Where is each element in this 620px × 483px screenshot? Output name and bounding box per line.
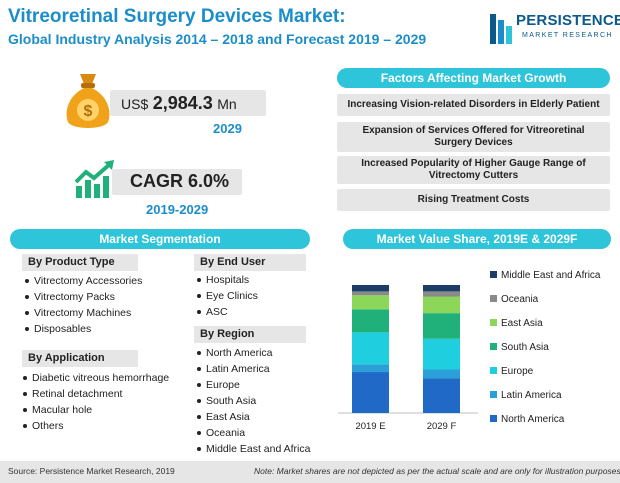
footer-source: Source: Persistence Market Research, 201… bbox=[8, 466, 175, 476]
list-item: Vitrectomy Packs bbox=[24, 289, 142, 305]
product-type-list: Vitrectomy Accessories Vitrectomy Packs … bbox=[24, 273, 142, 337]
market-size-number: 2,984.3 bbox=[152, 93, 213, 113]
bar-segment bbox=[352, 372, 389, 413]
bar-segment bbox=[352, 309, 389, 333]
legend-swatch bbox=[490, 271, 497, 278]
list-item: East Asia bbox=[196, 409, 310, 425]
footer-bar bbox=[0, 461, 620, 483]
list-item: Middle East and Africa bbox=[196, 441, 310, 457]
list-item: South Asia bbox=[196, 393, 310, 409]
svg-text:$: $ bbox=[84, 103, 93, 120]
x-tick-label: 2019 E bbox=[355, 421, 385, 432]
market-size-year: 2029 bbox=[213, 121, 242, 136]
cagr-value: CAGR 6.0% bbox=[130, 171, 230, 191]
bar-segment bbox=[352, 332, 389, 365]
legend-swatch bbox=[490, 343, 497, 350]
list-item: Vitrectomy Machines bbox=[24, 305, 142, 321]
legend-label: East Asia bbox=[501, 318, 543, 329]
legend-label: North America bbox=[501, 414, 565, 425]
list-item: Others bbox=[22, 418, 169, 434]
bar-segment bbox=[352, 291, 389, 296]
list-item: Vitrectomy Accessories bbox=[24, 273, 142, 289]
logo-mark-icon bbox=[490, 14, 512, 44]
factor-item: Increasing Vision-related Disorders in E… bbox=[337, 94, 610, 116]
chart-title: Market Value Share, 2019E & 2029F bbox=[343, 229, 611, 249]
end-user-list: Hospitals Eye Clinics ASC bbox=[196, 272, 258, 320]
legend-swatch bbox=[490, 367, 497, 374]
list-item: Oceania bbox=[196, 425, 310, 441]
segmentation-title: Market Segmentation bbox=[10, 229, 310, 249]
factor-item: Rising Treatment Costs bbox=[337, 189, 610, 211]
legend-label: Latin America bbox=[501, 390, 562, 401]
region-list: North America Latin America Europe South… bbox=[196, 345, 310, 457]
legend-swatch bbox=[490, 295, 497, 302]
market-size-panel bbox=[110, 90, 266, 116]
brand-logo: PERSISTENCE MARKET RESEARCH bbox=[488, 8, 620, 48]
list-item: North America bbox=[196, 345, 310, 361]
growth-arrow-icon bbox=[74, 160, 114, 198]
bar-segment bbox=[352, 285, 389, 292]
legend-label: Middle East and Africa bbox=[501, 270, 601, 281]
list-item: Latin America bbox=[196, 361, 310, 377]
end-user-heading: By End User bbox=[194, 254, 306, 271]
logo-brand: PERSISTENCE bbox=[516, 12, 620, 29]
factor-item: Increased Popularity of Higher Gauge Ran… bbox=[337, 156, 610, 184]
list-item: Macular hole bbox=[22, 402, 169, 418]
factors-title: Factors Affecting Market Growth bbox=[337, 68, 610, 88]
legend-label: Oceania bbox=[501, 294, 539, 305]
cagr-panel bbox=[112, 169, 242, 195]
bar-segment bbox=[423, 369, 460, 379]
page-title: Vitreoretinal Surgery Devices Market: bbox=[8, 6, 346, 27]
bar-segment bbox=[423, 285, 460, 292]
cagr-period: 2019-2029 bbox=[146, 202, 209, 217]
list-item: Diabetic vitreous hemorrhage bbox=[22, 370, 169, 386]
money-bag-icon: $ bbox=[66, 74, 110, 128]
bar-segment bbox=[423, 296, 460, 314]
list-item: Retinal detachment bbox=[22, 386, 169, 402]
market-share-chart: 2019 E 2029 F Middle East and Africa Oceani… bbox=[338, 270, 601, 432]
factor-item: Expansion of Services Offered for Vitreo… bbox=[337, 122, 610, 152]
market-size-value: US$ 2,984.3 Mn bbox=[121, 93, 237, 114]
logo-tagline: MARKET RESEARCH bbox=[522, 32, 613, 39]
legend-swatch bbox=[490, 319, 497, 326]
footer-note: Note: Market shares are not depicted as … bbox=[254, 466, 620, 476]
x-tick-label: 2029 F bbox=[427, 421, 457, 432]
legend-swatch bbox=[490, 415, 497, 422]
list-item: Hospitals bbox=[196, 272, 258, 288]
bar-segment bbox=[352, 295, 389, 310]
market-size-currency: US$ bbox=[121, 96, 149, 112]
page-subtitle: Global Industry Analysis 2014 – 2018 and… bbox=[8, 31, 427, 47]
list-item: Eye Clinics bbox=[196, 288, 258, 304]
bar-segment bbox=[423, 378, 460, 413]
legend-swatch bbox=[490, 391, 497, 398]
bar-segment bbox=[352, 364, 389, 373]
application-heading: By Application bbox=[22, 350, 138, 367]
bar-segment bbox=[423, 313, 460, 339]
bar-segment bbox=[423, 338, 460, 370]
region-heading: By Region bbox=[194, 326, 306, 343]
bar-segment bbox=[423, 291, 460, 297]
market-size-unit: Mn bbox=[217, 96, 237, 112]
legend-label: South Asia bbox=[501, 342, 549, 353]
list-item: Disposables bbox=[24, 321, 142, 337]
list-item: Europe bbox=[196, 377, 310, 393]
list-item: ASC bbox=[196, 304, 258, 320]
product-type-heading: By Product Type bbox=[22, 254, 138, 271]
legend-label: Europe bbox=[501, 366, 534, 377]
application-list: Diabetic vitreous hemorrhage Retinal det… bbox=[22, 370, 169, 434]
